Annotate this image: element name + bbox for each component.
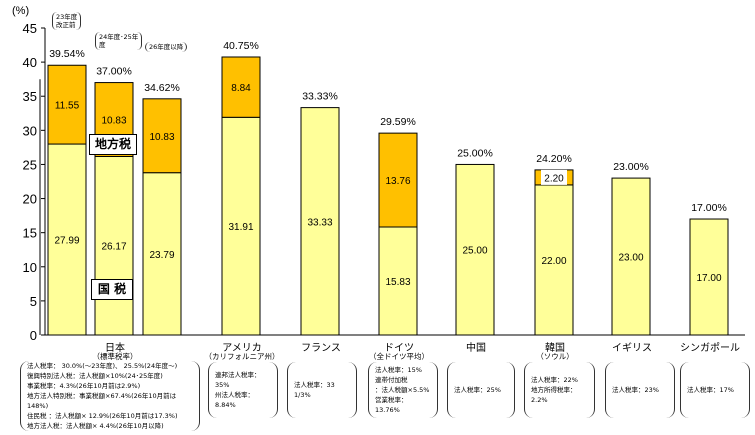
country-sublabel: （全ドイツ平均） [369,352,429,361]
bar-total-label: 39.54% [49,48,85,60]
bar-total-label: 37.00% [96,66,132,78]
bar-local-label: 13.76 [385,176,410,187]
bar-total-label: 34.62% [144,82,180,94]
country-label: 韓国 [545,343,565,354]
country-sublabel: （ソウル） [536,352,574,361]
bar-national [534,184,574,336]
bar-local-label: 10.83 [149,132,174,143]
bar-national [142,172,182,336]
country-label: シンガポール [680,343,740,354]
tax-note-line: 連邦法人税率：35% [215,371,261,389]
tax-note-line: 法人税率：23% [612,386,659,394]
year-note: 26年度以降 [145,42,188,52]
country-label: 日本 [105,343,125,354]
tax-note: 法人税率：23% [605,362,675,418]
bar-local [142,98,182,174]
tax-note-line: 法人税率：25% [454,386,501,394]
tax-note: 法人税率：33 1/3% [287,362,357,418]
bar-total-label: 25.00% [457,147,493,159]
bar-local-label: 2.20 [544,173,564,184]
bar-national [221,116,261,336]
year-note: 24年度･25年 度 [95,32,143,50]
country-label: アメリカ [222,343,262,354]
bar-local [378,132,418,228]
bar-total-label: 24.20% [536,153,572,165]
bar-local-label: 8.84 [231,83,251,94]
y-axis-label: (%) [12,5,29,17]
bar-national [689,218,729,336]
tax-note: 法人税率：17% [680,362,750,418]
bar-national-label: 27.99 [54,236,79,247]
tax-note-line: 地方法人税：法人税額× 4.4%(26年10月以降) [27,422,164,430]
y-tick-label: 20 [23,192,37,207]
tax-note-line: 地方法人特別税：事業税額×67.4%(26年10月前は148%) [27,392,177,410]
bar-total-label: 40.75% [223,40,259,52]
bar-national-label: 23.79 [149,250,174,261]
bar-national-label: 26.17 [101,242,126,253]
y-tick-label: 10 [23,260,37,275]
bar-national [47,143,87,336]
bar-total-label: 29.59% [380,116,416,128]
country-sublabel: （カリフォルニア州） [204,352,280,361]
y-tick-label: 25 [23,157,37,172]
bar-local [47,64,87,145]
bar-national [378,226,418,336]
bar-national [611,177,651,336]
bar-national-label: 15.83 [385,277,410,288]
y-tick-label: 35 [23,89,37,104]
bar-national-label: 31.91 [228,222,253,233]
tax-note-line: 住民税 ：法人税額× 12.9%(26年10月前は17.3%) [27,412,178,420]
tax-note-line: 法人税率： 30.0%(～23年度)、 25.5%(24年度～) [27,362,178,370]
label-bg [541,169,567,185]
y-tick-label: 0 [30,328,37,343]
bar-total-label: 17.00% [691,202,727,214]
bar-national-label: 23.00 [618,253,643,264]
bar-national-label: 25.00 [462,246,487,257]
tax-note-line: 法人税率：15% [375,366,422,374]
country-sublabel: （標準税率） [92,352,138,361]
bar-national-label: 22.00 [541,256,566,267]
y-tick-label: 45 [23,21,37,36]
tax-note-line: 営業税率：13.76% [375,396,408,414]
bar-national-label: 33.33 [307,217,332,228]
y-tick-label: 40 [23,55,37,70]
tax-note-line: 州法人税率：8.84% [215,391,254,409]
y-tick-label: 5 [30,294,37,309]
country-label: ドイツ [384,343,414,354]
tax-note: 法人税率：15% 連帯付加税 ：法人税額×5.5% 営業税率：13.76% [368,362,438,418]
tax-note-line: 法人税率：17% [687,386,734,394]
bar-national [94,155,134,336]
tax-note-line: 法人税率：22% [531,376,578,384]
tax-note-line: 事業税率：4.3%(26年10月前は2.9%) [27,382,141,390]
bar-total-label: 33.33% [302,91,338,103]
y-tick-label: 30 [23,123,37,138]
country-label: 中国 [466,343,486,354]
bar-local-label: 11.55 [55,101,80,112]
bar-national [455,163,495,336]
country-label: イギリス [612,343,652,354]
tax-note-line: 法人税率：33 1/3% [294,381,335,399]
tax-note-line: ：法人税額×5.5% [375,386,430,394]
bar-national [300,107,340,336]
y-tick-label: 15 [23,226,37,241]
tax-note-line: 地方所得税率：2.2% [531,386,577,404]
year-note: 23年度 改正前 [52,12,82,30]
tax-note: 連邦法人税率：35% 州法人税率：8.84% [208,362,278,418]
bar-national-label: 17.00 [696,273,721,284]
tax-note: 法人税率：22% 地方所得税率：2.2% [524,362,595,418]
bar-local [221,56,261,118]
bar-total-label: 23.00% [613,161,649,173]
tax-note-line: 連帯付加税 [375,376,408,384]
tax-note: 法人税率：25% [447,362,515,418]
legend-local: 地方税 [89,134,137,155]
tax-note: 法人税率： 30.0%(～23年度)、 25.5%(24年度～) 復興特別法人税：… [20,361,200,431]
country-label: フランス [301,343,341,354]
legend-national: 国 税 [91,279,133,300]
tax-note-line: 復興特別法人税：法人税額×10%(24･25年度) [27,372,163,380]
bar-local-label: 10.83 [101,116,126,127]
